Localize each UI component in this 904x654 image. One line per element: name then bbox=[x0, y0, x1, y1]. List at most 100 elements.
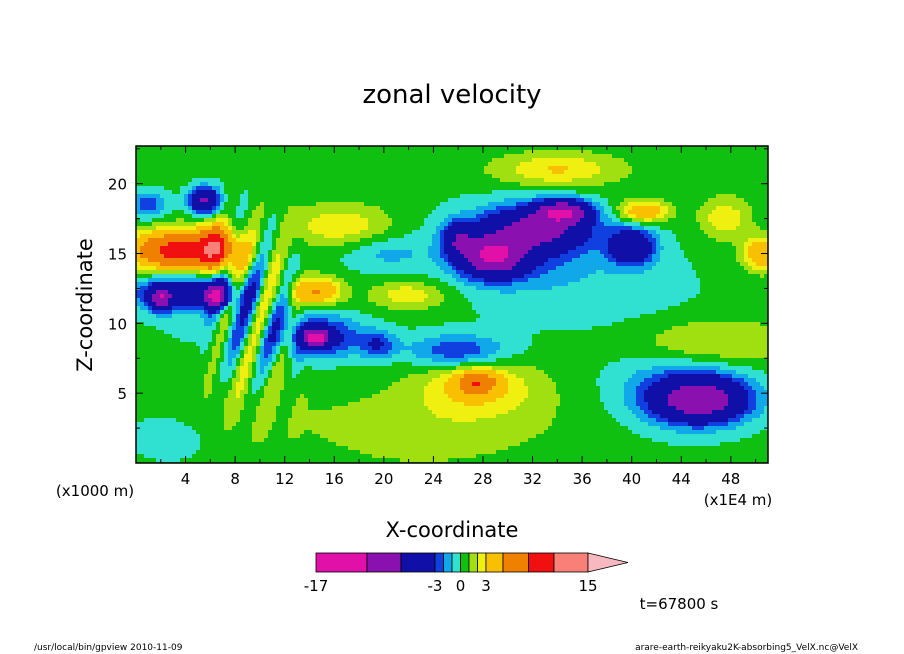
heatmap-cell bbox=[356, 258, 361, 263]
heatmap-cell bbox=[160, 182, 165, 187]
heatmap-cell bbox=[468, 222, 473, 227]
heatmap-cell bbox=[732, 198, 737, 203]
heatmap-cell bbox=[388, 150, 393, 155]
heatmap-cell bbox=[568, 226, 573, 231]
heatmap-cell bbox=[416, 234, 421, 239]
heatmap-cell bbox=[184, 150, 189, 155]
heatmap-cell bbox=[616, 254, 621, 259]
heatmap-cell bbox=[584, 202, 589, 207]
heatmap-cell bbox=[680, 190, 685, 195]
heatmap-cell bbox=[528, 238, 533, 243]
heatmap-cell bbox=[408, 242, 413, 247]
heatmap-cell bbox=[136, 190, 141, 195]
heatmap-cell bbox=[280, 190, 285, 195]
heatmap-cell bbox=[444, 246, 449, 251]
heatmap-cell bbox=[656, 154, 661, 159]
heatmap-cell bbox=[332, 254, 337, 259]
heatmap-cell bbox=[276, 270, 281, 275]
heatmap-cell bbox=[584, 186, 589, 191]
heatmap-cell bbox=[460, 202, 465, 207]
heatmap-cell bbox=[324, 158, 329, 163]
heatmap-cell bbox=[656, 202, 661, 207]
heatmap-cell bbox=[384, 262, 389, 267]
heatmap-cell bbox=[144, 150, 149, 155]
heatmap-cell bbox=[412, 214, 417, 219]
heatmap-cell bbox=[248, 146, 253, 151]
heatmap-cell bbox=[488, 238, 493, 243]
heatmap-cell bbox=[648, 242, 653, 247]
heatmap-cell bbox=[468, 158, 473, 163]
heatmap-cell bbox=[608, 226, 613, 231]
heatmap-cell bbox=[664, 166, 669, 171]
heatmap-cell bbox=[352, 242, 357, 247]
heatmap-cell bbox=[164, 234, 169, 239]
heatmap-cell bbox=[376, 214, 381, 219]
heatmap-cell bbox=[272, 234, 277, 239]
heatmap-cell bbox=[416, 194, 421, 199]
heatmap-cell bbox=[696, 146, 701, 151]
heatmap-cell bbox=[704, 226, 709, 231]
heatmap-cell bbox=[340, 178, 345, 183]
heatmap-cell bbox=[340, 182, 345, 187]
heatmap-cell bbox=[612, 230, 617, 235]
heatmap-cell bbox=[368, 238, 373, 243]
heatmap-cell bbox=[484, 162, 489, 167]
heatmap-cell bbox=[708, 146, 713, 151]
heatmap-cell bbox=[656, 266, 661, 271]
heatmap-cell bbox=[588, 194, 593, 199]
heatmap-cell bbox=[540, 146, 545, 151]
heatmap-cell bbox=[440, 166, 445, 171]
heatmap-cell bbox=[228, 218, 233, 223]
heatmap-cell bbox=[500, 194, 505, 199]
heatmap-cell bbox=[532, 150, 537, 155]
heatmap-cell bbox=[564, 146, 569, 151]
heatmap-cell bbox=[752, 202, 757, 207]
heatmap-cell bbox=[612, 266, 617, 271]
heatmap-cell bbox=[272, 238, 277, 243]
heatmap-cell bbox=[600, 254, 605, 259]
heatmap-cell bbox=[228, 202, 233, 207]
heatmap-cell bbox=[760, 166, 765, 171]
heatmap-cell bbox=[696, 158, 701, 163]
heatmap-cell bbox=[312, 210, 317, 215]
heatmap-cell bbox=[344, 218, 349, 223]
heatmap-cell bbox=[628, 162, 633, 167]
heatmap-cell bbox=[572, 162, 577, 167]
heatmap-cell bbox=[248, 218, 253, 223]
heatmap-cell bbox=[320, 166, 325, 171]
heatmap-cell bbox=[544, 234, 549, 239]
heatmap-cell bbox=[428, 266, 433, 271]
heatmap-cell bbox=[384, 158, 389, 163]
heatmap-cell bbox=[236, 198, 241, 203]
heatmap-cell bbox=[528, 226, 533, 231]
heatmap-cell bbox=[196, 270, 201, 275]
heatmap-cell bbox=[472, 166, 477, 171]
heatmap-cell bbox=[564, 150, 569, 155]
heatmap-cell bbox=[488, 222, 493, 227]
heatmap-cell bbox=[332, 246, 337, 251]
heatmap-cell bbox=[720, 262, 725, 267]
heatmap-cell bbox=[404, 190, 409, 195]
heatmap-cell bbox=[376, 194, 381, 199]
heatmap-cell bbox=[148, 230, 153, 235]
heatmap-cell bbox=[528, 246, 533, 251]
heatmap-cell bbox=[620, 246, 625, 251]
heatmap-cell bbox=[632, 246, 637, 251]
heatmap-cell bbox=[152, 218, 157, 223]
heatmap-cell bbox=[240, 250, 245, 255]
heatmap-cell bbox=[748, 158, 753, 163]
heatmap-cell bbox=[552, 254, 557, 259]
heatmap-cell bbox=[528, 162, 533, 167]
heatmap-cell bbox=[136, 170, 141, 175]
heatmap-cell bbox=[376, 222, 381, 227]
heatmap-cell bbox=[312, 178, 317, 183]
heatmap-cell bbox=[568, 182, 573, 187]
heatmap-cell bbox=[504, 182, 509, 187]
heatmap-cell bbox=[412, 234, 417, 239]
heatmap-cell bbox=[220, 262, 225, 267]
heatmap-cell bbox=[428, 162, 433, 167]
heatmap-cell bbox=[544, 150, 549, 155]
heatmap-cell bbox=[320, 190, 325, 195]
heatmap-cell bbox=[760, 146, 765, 151]
heatmap-cell bbox=[264, 250, 269, 255]
